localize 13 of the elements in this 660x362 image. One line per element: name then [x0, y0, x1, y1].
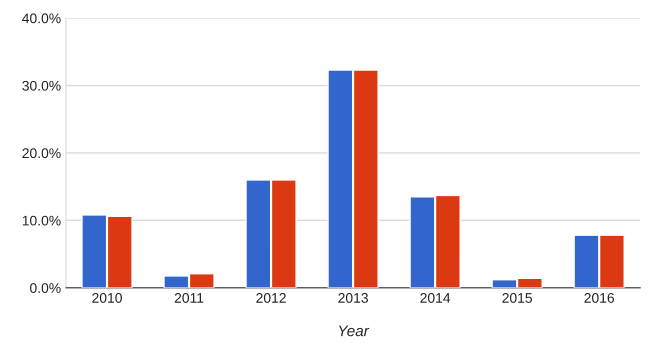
x-tick-label: 2013: [338, 293, 368, 303]
x-tick-label: 2011: [174, 293, 204, 303]
x-tick-label: 2015: [502, 293, 532, 303]
y-tick-label: 10.0%: [22, 216, 61, 226]
x-tick-label: 2012: [256, 293, 286, 303]
y-tick-label: 0.0%: [30, 283, 61, 293]
x-tick-label: 2016: [584, 293, 614, 303]
y-tick-label: 30.0%: [22, 80, 61, 91]
x-axis-title: Year: [338, 326, 370, 336]
x-tick-label: 2010: [92, 293, 122, 303]
y-tick-label: 20.0%: [22, 148, 61, 158]
x-tick-label: 2014: [420, 293, 450, 303]
y-tick-label: 40.0%: [22, 13, 61, 24]
